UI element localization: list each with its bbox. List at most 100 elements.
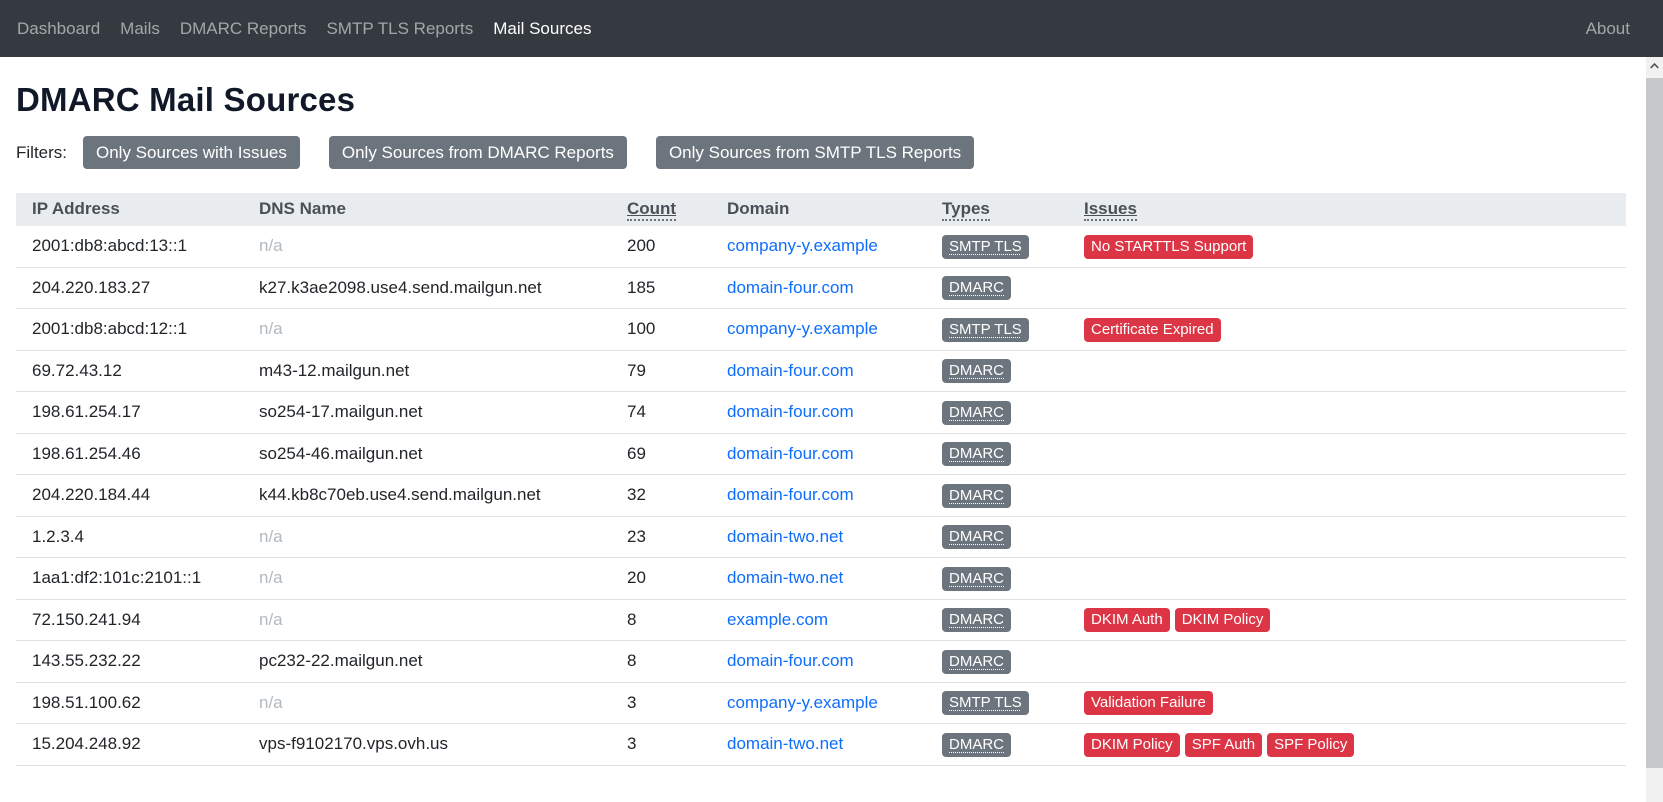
cell-ip-address: 143.55.232.22: [16, 640, 243, 683]
vertical-scrollbar[interactable]: [1646, 57, 1663, 802]
cell-domain: domain-four.com: [711, 391, 926, 434]
type-badge-dmarc: DMARC: [942, 483, 1011, 508]
cell-ip-address: 15.204.248.92: [16, 723, 243, 766]
nav-item-mail-sources[interactable]: Mail Sources: [493, 18, 592, 38]
cell-types: DMARC: [926, 267, 1068, 310]
cell-domain: company-y.example: [711, 682, 926, 725]
nav-item-mails[interactable]: Mails: [120, 18, 160, 38]
nav-item-smtp-tls-reports[interactable]: SMTP TLS Reports: [326, 18, 474, 38]
filter-button-only-sources-with-issues[interactable]: Only Sources with Issues: [83, 136, 300, 169]
domain-link[interactable]: company-y.example: [727, 319, 878, 339]
cell-issues: [1068, 557, 1626, 600]
col-header-label-issues[interactable]: Issues: [1084, 199, 1137, 221]
cell-issues: DKIM Auth DKIM Policy: [1068, 599, 1626, 642]
nav-item-dashboard[interactable]: Dashboard: [17, 18, 101, 38]
cell-types: DMARC: [926, 391, 1068, 434]
filter-button-only-sources-from-dmarc-reports[interactable]: Only Sources from DMARC Reports: [328, 136, 627, 169]
cell-domain: company-y.example: [711, 225, 926, 268]
cell-issues: [1068, 350, 1626, 393]
cell-count: 23: [611, 516, 711, 559]
nav-item-dmarc-reports[interactable]: DMARC Reports: [179, 18, 307, 38]
cell-ip-address: 198.61.254.46: [16, 433, 243, 476]
cell-issues: Certificate Expired: [1068, 308, 1626, 351]
domain-link[interactable]: domain-four.com: [727, 651, 854, 671]
cell-types: DMARC: [926, 557, 1068, 600]
domain-link[interactable]: domain-four.com: [727, 277, 854, 297]
cell-types: DMARC: [926, 516, 1068, 559]
col-header-label-dns-name: DNS Name: [259, 199, 346, 218]
col-header-label-count[interactable]: Count: [627, 199, 677, 221]
domain-link[interactable]: domain-four.com: [727, 402, 854, 422]
col-header-count: Count: [611, 193, 711, 226]
type-badge-smtp-tls: SMTP TLS: [942, 317, 1029, 342]
cell-domain: domain-four.com: [711, 474, 926, 517]
domain-link[interactable]: domain-two.net: [727, 734, 844, 754]
domain-link[interactable]: domain-two.net: [727, 568, 844, 588]
domain-link[interactable]: domain-two.net: [727, 526, 844, 546]
cell-issues: [1068, 267, 1626, 310]
issue-badge-spf-policy: SPF Policy: [1267, 732, 1355, 757]
domain-link[interactable]: domain-four.com: [727, 360, 854, 380]
domain-link[interactable]: domain-four.com: [727, 443, 854, 463]
issue-badge-dkim-policy: DKIM Policy: [1084, 732, 1180, 757]
cell-dns-name: vps-f9102170.vps.ovh.us: [243, 723, 611, 766]
cell-ip-address: 1.2.3.4: [16, 516, 243, 559]
type-badge-smtp-tls: SMTP TLS: [942, 234, 1029, 259]
col-header-types: Types: [926, 193, 1068, 226]
cell-dns-name: so254-46.mailgun.net: [243, 433, 611, 476]
type-badge-dmarc: DMARC: [942, 359, 1011, 384]
cell-ip-address: 204.220.183.27: [16, 267, 243, 310]
col-header-label-domain: Domain: [727, 199, 790, 218]
issue-badge-dkim-policy: DKIM Policy: [1174, 608, 1271, 633]
cell-domain: domain-two.net: [711, 557, 926, 600]
type-badge-smtp-tls: SMTP TLS: [942, 691, 1029, 716]
cell-count: 200: [611, 225, 711, 268]
scrollbar-thumb[interactable]: [1646, 78, 1663, 768]
table-row: 198.51.100.62 n/a 3 company-y.example SMTP T…: [16, 682, 1626, 725]
navbar-links: Dashboard Mails DMARC Reports SMTP TLS Repo…: [17, 19, 591, 39]
cell-domain: company-y.example: [711, 308, 926, 351]
table-row: 198.61.254.46 so254-46.mailgun.net 69 domai…: [16, 433, 1626, 476]
domain-link[interactable]: domain-four.com: [727, 485, 854, 505]
page-title: DMARC Mail Sources: [16, 81, 356, 118]
cell-types: DMARC: [926, 474, 1068, 517]
filter-buttons: Only Sources with Issues Only Sources fro…: [83, 136, 1003, 169]
cell-count: 79: [611, 350, 711, 393]
col-header-label-types[interactable]: Types: [942, 199, 990, 221]
scrollbar-up-button[interactable]: [1646, 57, 1663, 75]
domain-link[interactable]: company-y.example: [727, 692, 878, 712]
top-navbar: Dashboard Mails DMARC Reports SMTP TLS Repo…: [0, 0, 1663, 57]
cell-domain: domain-four.com: [711, 350, 926, 393]
domain-link[interactable]: example.com: [727, 609, 829, 629]
table-row: 72.150.241.94 n/a 8 example.com DMARC DKIM Au…: [16, 599, 1626, 642]
table-row: 204.220.183.27 k27.k3ae2098.use4.send.mai…: [16, 267, 1626, 310]
cell-issues: DKIM Policy SPF Auth SPF Policy: [1068, 723, 1626, 766]
cell-dns-name: n/a: [243, 225, 611, 268]
cell-ip-address: 198.61.254.17: [16, 391, 243, 434]
chevron-up-icon: [1650, 63, 1659, 69]
cell-types: SMTP TLS: [926, 682, 1068, 725]
cell-count: 69: [611, 433, 711, 476]
table-row: 15.204.248.92 vps-f9102170.vps.ovh.us 3 dom…: [16, 723, 1626, 766]
cell-issues: No STARTTLS Support: [1068, 225, 1626, 268]
cell-domain: domain-two.net: [711, 516, 926, 559]
cell-ip-address: 198.51.100.62: [16, 682, 243, 725]
table-row: 1aa1:df2:101c:2101::1 n/a 20 domain-two.net…: [16, 557, 1626, 600]
cell-ip-address: 1aa1:df2:101c:2101::1: [16, 557, 243, 600]
filter-button-only-sources-from-smtp-tls-reports[interactable]: Only Sources from SMTP TLS Reports: [655, 136, 975, 169]
domain-link[interactable]: company-y.example: [727, 236, 878, 256]
nav-item-about[interactable]: About: [1585, 18, 1630, 38]
cell-dns-name: m43-12.mailgun.net: [243, 350, 611, 393]
issue-badge-dkim-auth: DKIM Auth: [1084, 608, 1170, 633]
issue-badge-no-starttls-support: No STARTTLS Support: [1084, 234, 1254, 259]
mail-sources-table: IP Address DNS Name Count Domain Types Issues…: [16, 193, 1626, 766]
cell-types: SMTP TLS: [926, 225, 1068, 268]
cell-types: DMARC: [926, 599, 1068, 642]
table-row: 198.61.254.17 so254-17.mailgun.net 74 domai…: [16, 391, 1626, 434]
cell-dns-name: n/a: [243, 308, 611, 351]
cell-dns-name: n/a: [243, 516, 611, 559]
filters-row: Filters: Only Sources with Issues Only So…: [16, 136, 1626, 169]
table-row: 204.220.184.44 k44.kb8c70eb.use4.send.mai…: [16, 474, 1626, 517]
cell-dns-name: n/a: [243, 557, 611, 600]
cell-count: 100: [611, 308, 711, 351]
